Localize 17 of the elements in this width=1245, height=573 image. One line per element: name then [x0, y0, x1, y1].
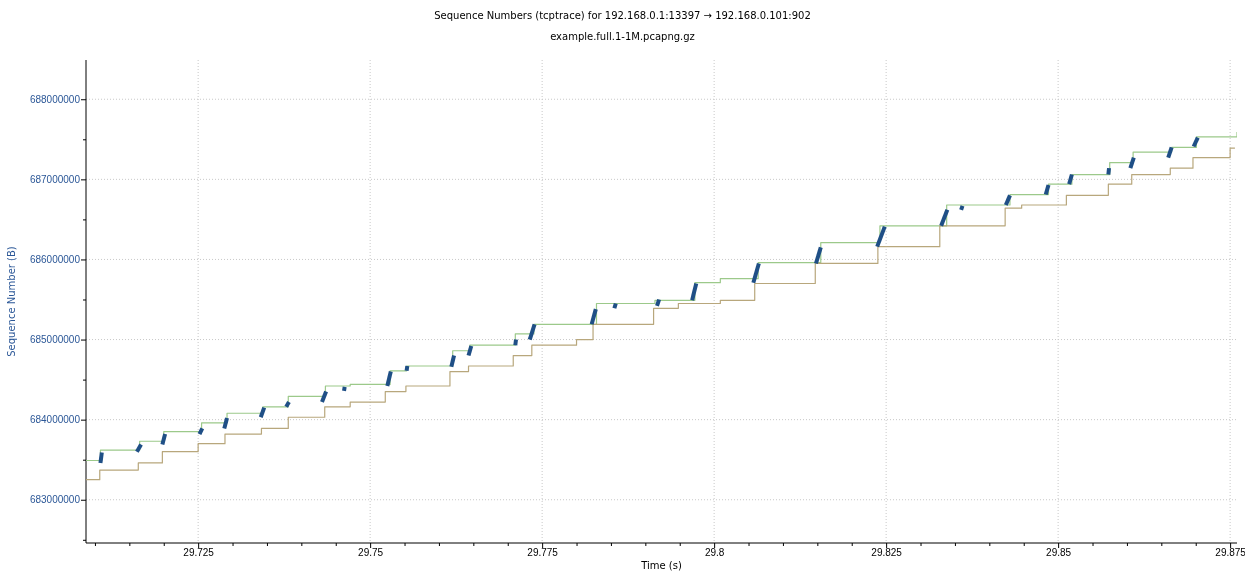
x-tick-label: 29.875: [1215, 547, 1245, 559]
x-tick-label: 29.775: [527, 547, 559, 559]
y-tick-label: 686000000: [29, 254, 81, 266]
y-tick-label: 684000000: [29, 414, 81, 426]
y-tick-label: 687000000: [29, 174, 81, 186]
chart-title: Sequence Numbers (tcptrace) for 192.168.0.1:13397 → 192.168.0.101:902: [434, 10, 811, 21]
x-tick-label: 29.75: [358, 547, 384, 559]
x-axis-title: Time (s): [640, 560, 682, 571]
x-tick-label: 29.725: [183, 547, 215, 559]
x-tick-label: 29.8: [704, 547, 725, 559]
y-tick-label: 688000000: [29, 93, 81, 105]
x-tick-label: 29.85: [1046, 547, 1072, 559]
x-tick-label: 29.825: [871, 547, 903, 559]
chart-subtitle: example.full.1-1M.pcapng.gz: [550, 31, 695, 42]
y-tick-label: 685000000: [29, 334, 81, 346]
y-tick-label: 683000000: [29, 494, 81, 506]
y-axis-title: Sequence Number (B): [6, 246, 17, 357]
